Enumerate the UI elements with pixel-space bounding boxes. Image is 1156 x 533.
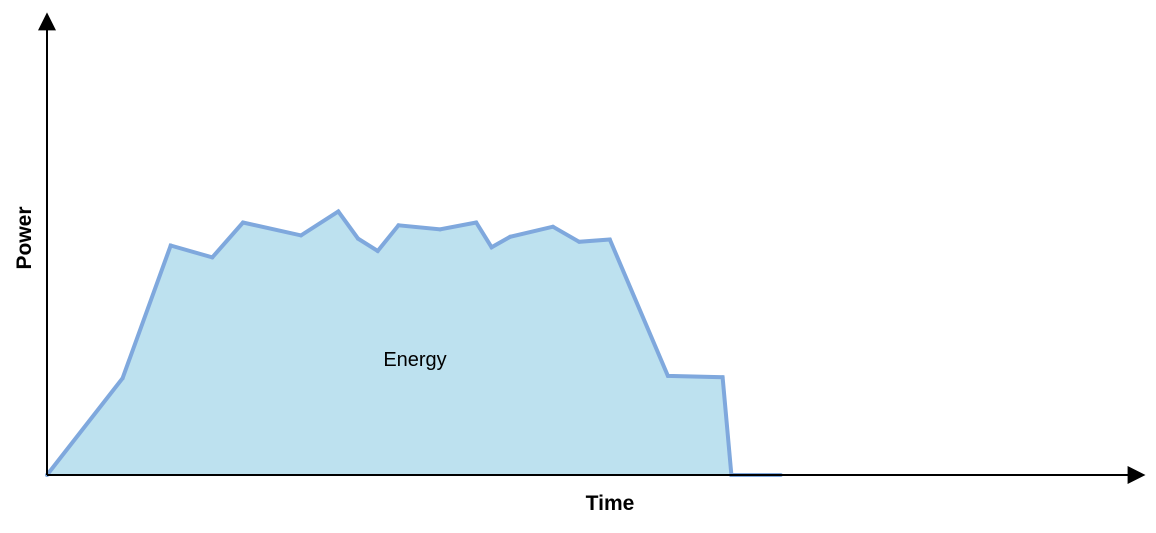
data-point-1 bbox=[120, 376, 125, 381]
data-point-6 bbox=[336, 209, 341, 214]
data-points bbox=[45, 209, 783, 477]
area-annotation-label: Energy bbox=[383, 349, 446, 371]
data-point-2 bbox=[168, 243, 173, 248]
data-point-5 bbox=[299, 233, 303, 238]
data-point-14 bbox=[550, 224, 555, 229]
energy-area bbox=[47, 211, 781, 475]
data-point-11 bbox=[474, 220, 479, 225]
data-point-12 bbox=[489, 245, 494, 250]
data-point-10 bbox=[438, 227, 443, 232]
data-point-4 bbox=[241, 220, 245, 225]
x-axis-title: Time bbox=[586, 492, 635, 515]
data-point-13 bbox=[508, 234, 513, 239]
data-point-7 bbox=[356, 236, 360, 241]
data-point-16 bbox=[607, 237, 612, 242]
data-point-9 bbox=[396, 223, 401, 228]
data-point-18 bbox=[720, 375, 725, 380]
data-point-15 bbox=[577, 239, 582, 244]
data-point-17 bbox=[665, 373, 670, 378]
y-axis-title: Power bbox=[13, 206, 36, 269]
data-point-3 bbox=[210, 255, 215, 260]
data-point-8 bbox=[375, 249, 380, 253]
